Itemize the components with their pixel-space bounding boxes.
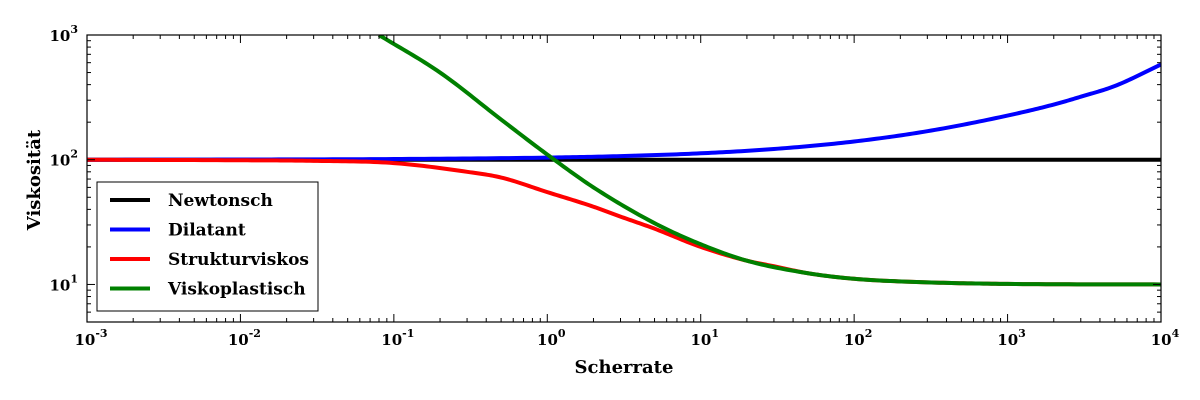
y-tick-label: 102	[49, 148, 78, 170]
y-tick-label: 101	[49, 272, 78, 294]
legend-label-newtonsch: Newtonsch	[168, 191, 273, 211]
x-tick-label: 104	[1151, 327, 1180, 349]
x-tick-label: 102	[844, 327, 873, 349]
x-tick-label: 10-1	[381, 327, 414, 349]
x-tick-label: 10-2	[228, 327, 261, 349]
x-tick-label: 101	[690, 327, 719, 349]
legend-label-viskoplastisch: Viskoplastisch	[167, 280, 306, 300]
tick-labels: 10-3 10-2 10-1 100 101 102 103 104 101 102 103	[49, 23, 1179, 349]
series-line-viskoplastisch	[377, 35, 1161, 287]
y-tick-label: 103	[49, 23, 78, 45]
legend-label-dilatant: Dilatant	[168, 221, 246, 241]
y-axis-label: Viskosität	[24, 129, 45, 231]
x-tick-label: 100	[537, 327, 566, 349]
ticks	[86, 34, 1162, 323]
x-axis-label: Scherrate	[575, 357, 674, 378]
x-tick-label: 10-3	[74, 327, 107, 349]
legend-label-strukturviskos: Strukturviskos	[168, 250, 309, 270]
legend: Newtonsch Dilatant Strukturviskos Viskoplas…	[96, 181, 319, 312]
legend-entries: Newtonsch Dilatant Strukturviskos Viskoplas…	[110, 191, 309, 300]
plot-lines	[87, 35, 1161, 287]
axes-frame	[86, 34, 1162, 323]
series-line-dilatant	[87, 62, 1161, 162]
x-tick-label: 103	[997, 327, 1026, 349]
